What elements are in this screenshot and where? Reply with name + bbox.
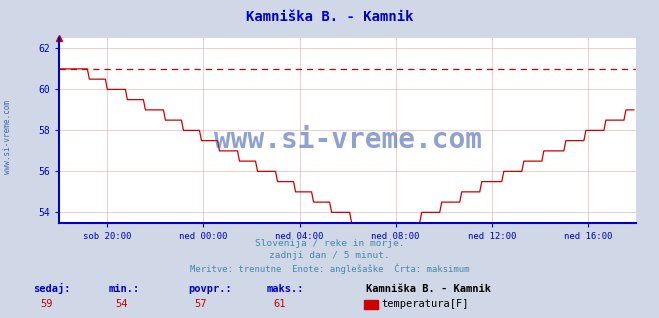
- Text: 57: 57: [195, 299, 207, 309]
- Text: Meritve: trenutne  Enote: anglešaške  Črta: maksimum: Meritve: trenutne Enote: anglešaške Črta…: [190, 263, 469, 274]
- Text: sedaj:: sedaj:: [33, 283, 71, 294]
- Text: povpr.:: povpr.:: [188, 284, 231, 294]
- Text: www.si-vreme.com: www.si-vreme.com: [3, 100, 13, 174]
- Text: 59: 59: [40, 299, 52, 309]
- Text: 61: 61: [274, 299, 286, 309]
- Text: zadnji dan / 5 minut.: zadnji dan / 5 minut.: [269, 252, 390, 260]
- Text: Kamniška B. - Kamnik: Kamniška B. - Kamnik: [246, 10, 413, 24]
- Text: www.si-vreme.com: www.si-vreme.com: [214, 126, 482, 154]
- Text: Kamniška B. - Kamnik: Kamniška B. - Kamnik: [366, 284, 491, 294]
- Text: min.:: min.:: [109, 284, 140, 294]
- Text: Slovenija / reke in morje.: Slovenija / reke in morje.: [255, 239, 404, 248]
- Text: temperatura[F]: temperatura[F]: [381, 299, 469, 309]
- Text: 54: 54: [116, 299, 128, 309]
- Text: maks.:: maks.:: [267, 284, 304, 294]
